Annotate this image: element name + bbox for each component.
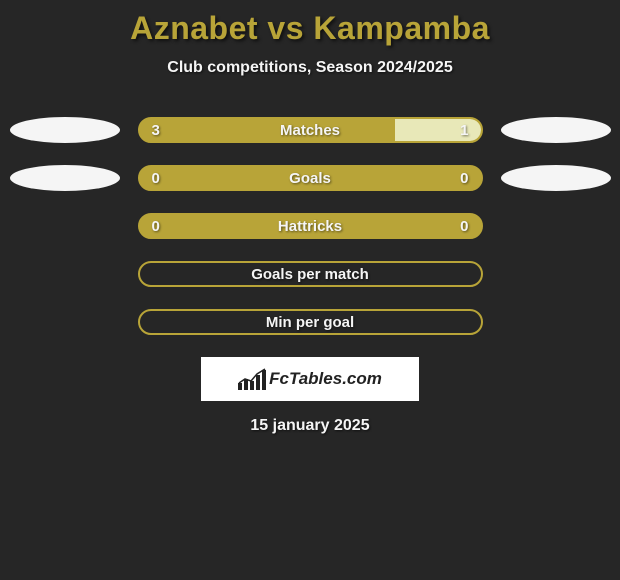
player-left-ellipse xyxy=(10,165,120,191)
stat-bar: Min per goal xyxy=(138,309,483,335)
stat-bar: 3 Matches 1 xyxy=(138,117,483,143)
page-title: Aznabet vs Kampamba xyxy=(0,10,620,47)
stat-row: 0 Goals 0 xyxy=(0,165,620,191)
stat-label: Hattricks xyxy=(278,218,342,235)
stat-label: Goals xyxy=(289,170,331,187)
stat-bar: 0 Hattricks 0 xyxy=(138,213,483,239)
player-right-ellipse xyxy=(501,165,611,191)
subtitle: Club competitions, Season 2024/2025 xyxy=(0,59,620,77)
stat-row: Min per goal xyxy=(0,309,620,335)
stat-row: Goals per match xyxy=(0,261,620,287)
stat-value-left: 0 xyxy=(152,218,160,235)
stat-value-left: 0 xyxy=(152,170,160,187)
stat-bar: 0 Goals 0 xyxy=(138,165,483,191)
stat-bar: Goals per match xyxy=(138,261,483,287)
logo-chart-icon xyxy=(238,368,266,390)
player-left-ellipse xyxy=(10,117,120,143)
stat-value-right: 1 xyxy=(460,122,468,139)
stat-label: Matches xyxy=(280,122,340,139)
stats-area: 3 Matches 1 0 Goals 0 0 Hattricks 0 Goals per mat… xyxy=(0,117,620,335)
stat-label: Min per goal xyxy=(266,314,354,331)
stat-value-right: 0 xyxy=(460,218,468,235)
stat-row: 3 Matches 1 xyxy=(0,117,620,143)
logo-chart-line-icon xyxy=(238,368,266,390)
main-container: Aznabet vs Kampamba Club competitions, S… xyxy=(0,0,620,580)
logo-text: FcTables.com xyxy=(269,369,382,389)
stat-label: Goals per match xyxy=(251,266,369,283)
logo-box: FcTables.com xyxy=(201,357,419,401)
date-text: 15 january 2025 xyxy=(0,417,620,435)
stat-value-left: 3 xyxy=(152,122,160,139)
player-right-ellipse xyxy=(501,117,611,143)
stat-value-right: 0 xyxy=(460,170,468,187)
logo-content: FcTables.com xyxy=(238,368,382,390)
stat-row: 0 Hattricks 0 xyxy=(0,213,620,239)
